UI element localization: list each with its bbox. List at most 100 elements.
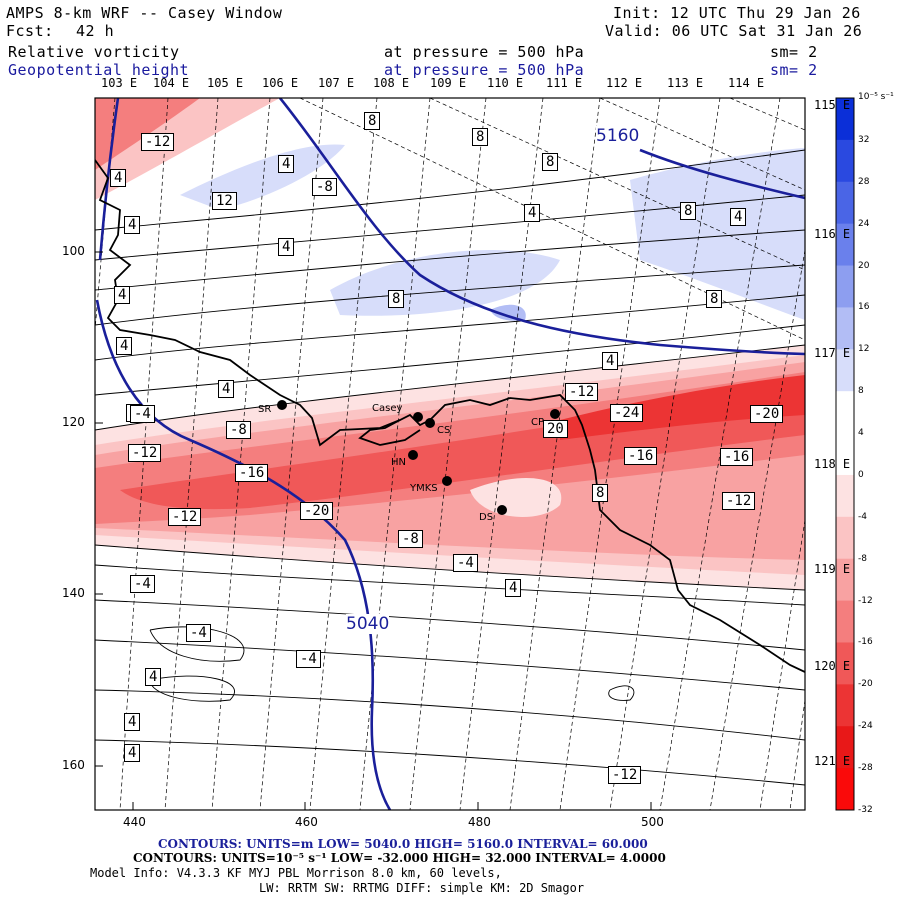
footer-model-info: Model Info: V4.3.3 KF MYJ PBL Morrison 8…: [90, 866, 502, 880]
vorticity-contour-label: 8: [706, 290, 723, 308]
vorticity-contour-label: 12: [212, 192, 237, 210]
vorticity-contour-label: 4: [278, 238, 295, 256]
vorticity-contour-label: 8: [472, 128, 489, 146]
right-lon-label: 118 E: [814, 457, 851, 471]
station-dot-hn: [408, 450, 418, 460]
station-dot-sr: [277, 400, 287, 410]
colorbar-swatch: [836, 558, 854, 602]
station-label-sr: SR: [258, 404, 272, 415]
colorbar-label: 24: [858, 218, 870, 229]
lon-label: 113 E: [667, 76, 704, 90]
vorticity-contour-label: 4: [524, 204, 541, 222]
vorticity-contour-label: -4: [453, 554, 478, 572]
vorticity-contour-label: -12: [722, 492, 756, 510]
height-contour-label: 5160: [596, 126, 640, 146]
right-lon-label: 119 E: [814, 562, 851, 576]
footer-model-info2: LW: RRTM SW: RRTMG DIFF: simple KM: 2D S…: [259, 881, 585, 895]
y-tick-label: 120: [62, 415, 85, 429]
colorbar-label: -12: [858, 595, 873, 606]
vorticity-blue-mid: [330, 250, 560, 316]
y-tick-label: 100: [62, 244, 85, 258]
station-dot-casey: [413, 412, 423, 422]
station-label-hn: HN: [391, 457, 406, 468]
vorticity-contour-label: 4: [124, 744, 141, 762]
right-lon-label: 116 E: [814, 227, 851, 241]
lon-label: 111 E: [546, 76, 583, 90]
vorticity-contour-label: 4: [505, 579, 522, 597]
colorbar-label: -32: [858, 805, 873, 815]
station-dot-cs: [425, 418, 435, 428]
lon-label: 109 E: [430, 76, 467, 90]
vorticity-contour-label: -20: [300, 502, 334, 520]
valid-time: Valid: 06 UTC Sat 31 Jan 26: [605, 22, 863, 40]
vorticity-contour-label: -4: [130, 405, 155, 423]
lon-label: 106 E: [262, 76, 299, 90]
vorticity-contour-label: 4: [116, 337, 133, 355]
colorbar-swatch: [836, 349, 854, 392]
colorbar-label: -8: [858, 553, 867, 564]
colorbar-swatch: [836, 139, 854, 183]
colorbar-label: -24: [858, 721, 873, 732]
vorticity-contour-label: 8: [680, 202, 697, 220]
vorticity-blue-small: [490, 304, 526, 321]
vorticity-blue-right: [630, 148, 805, 320]
axis-ticks: [95, 251, 652, 810]
station-dot-ds: [497, 505, 507, 515]
graticule: [95, 98, 805, 810]
colorbar-swatch: [836, 642, 854, 685]
field1-level: at pressure = 500 hPa: [384, 43, 585, 61]
vorticity-contour-label: 4: [114, 286, 131, 304]
colorbar-swatch: [836, 307, 854, 350]
colorbar: [835, 97, 855, 811]
colorbar-label: -28: [858, 763, 873, 774]
vorticity-contour-label: 8: [542, 153, 559, 171]
field1-smoothing: sm= 2: [770, 43, 818, 61]
vorticity-contour-label: -12: [141, 133, 175, 151]
field2-smoothing: sm= 2: [770, 61, 818, 79]
lon-label: 114 E: [728, 76, 765, 90]
lon-label: 105 E: [207, 76, 244, 90]
vorticity-contour-label: 4: [124, 713, 141, 731]
field2-level: at pressure = 500 hPa: [384, 61, 585, 79]
vorticity-contour-label: -8: [398, 530, 423, 548]
station-label-casey: Casey: [372, 403, 403, 414]
vorticity-contour-label: -16: [720, 448, 754, 466]
colorbar-swatch: [836, 726, 854, 769]
colorbar-label: -20: [858, 679, 873, 690]
station-label-ds: DS: [479, 512, 494, 523]
plot-frame: [94, 97, 806, 811]
x-tick-label: 440: [123, 815, 146, 829]
station-label-ymks: YMKS: [410, 483, 438, 494]
lon-label: 110 E: [487, 76, 524, 90]
vorticity-contour-label: -8: [226, 421, 251, 439]
vorticity-contours: [95, 149, 805, 786]
vorticity-contour-label: -16: [235, 464, 269, 482]
colorbar-swatch: [836, 265, 854, 308]
vorticity-contour-label: -4: [130, 575, 155, 593]
colorbar-swatch: [836, 98, 854, 141]
vorticity-contour-label: 20: [543, 420, 568, 438]
vorticity-contour-label: 4: [124, 216, 141, 234]
y-tick-label: 160: [62, 758, 85, 772]
station-label-cp: CP: [531, 417, 545, 428]
vorticity-contour-label: 4: [730, 208, 747, 226]
colorbar-label: -16: [858, 637, 873, 648]
x-tick-label: 500: [641, 815, 664, 829]
init-time: Init: 12 UTC Thu 29 Jan 26: [613, 4, 861, 22]
vorticity-contour-label: -16: [624, 447, 658, 465]
model-title: AMPS 8-km WRF -- Casey Window: [6, 4, 283, 22]
vorticity-contour-label: 8: [592, 484, 609, 502]
colorbar-swatch: [836, 600, 854, 643]
colorbar-label: 4: [858, 428, 864, 439]
vorticity-contour-label: 8: [364, 112, 381, 130]
colorbar-swatch: [836, 181, 854, 225]
vorticity-contour-label: -12: [128, 444, 162, 462]
vorticity-contour-label: -12: [168, 508, 202, 526]
vorticity-contour-label: -20: [750, 405, 784, 423]
colorbar-label: 28: [858, 176, 870, 187]
colorbar-swatch: [836, 768, 854, 811]
colorbar-frame: [835, 97, 855, 811]
colorbar-swatch: [836, 474, 854, 518]
right-lon-label: 115 E: [814, 98, 851, 112]
vorticity-contour-label: 4: [110, 169, 127, 187]
